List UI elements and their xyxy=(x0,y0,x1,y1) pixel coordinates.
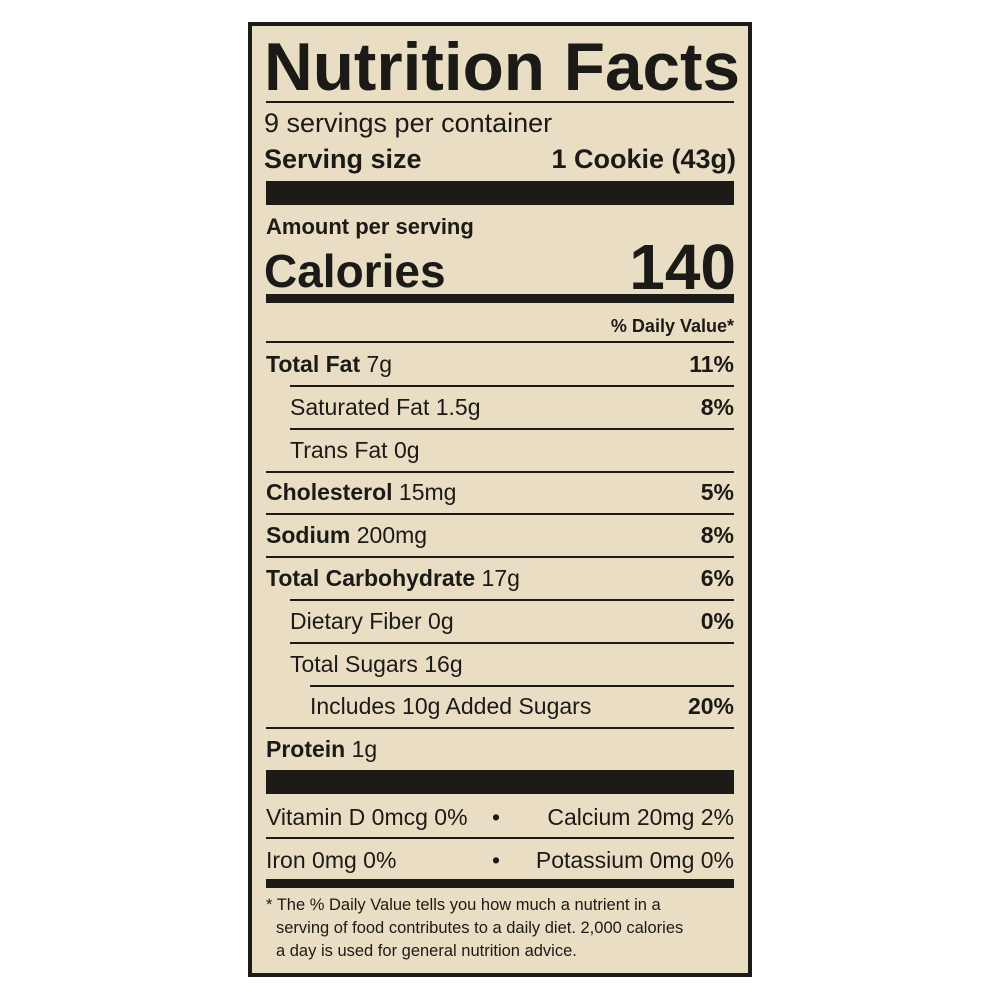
footnote-line: a day is used for general nutrition advi… xyxy=(276,942,577,960)
nutrient-label: Sodium 200mg xyxy=(266,514,427,556)
bullet: • xyxy=(492,847,501,873)
nutrient-amount: 1.5g xyxy=(435,393,481,420)
thick-divider xyxy=(266,770,734,794)
divider xyxy=(266,556,734,559)
nutrient-label: Total Carbohydrate 17g xyxy=(266,557,520,599)
nutrient-amount: 1g xyxy=(351,736,378,763)
daily-value: 5% xyxy=(700,479,734,506)
potassium: Potassium 0mg 0% xyxy=(535,847,734,873)
nutrient-name: Dietary Fiber xyxy=(290,607,422,634)
nutrient-name: Trans Fat xyxy=(290,436,388,463)
nutrient-amount: 0g xyxy=(393,436,420,463)
vitamin-d: Vitamin D 0mcg 0% xyxy=(266,804,468,830)
vitamin-row: Iron 0mg 0% • Potassium 0mg 0% xyxy=(266,839,734,881)
nutrient-amount: 16g xyxy=(424,650,463,677)
daily-value: 20% xyxy=(687,693,734,720)
calories-label: Calories xyxy=(264,245,446,297)
nutrient-amount: 17g xyxy=(481,565,520,591)
calories-value: 140 xyxy=(629,231,736,303)
nutrient-amount: 0g xyxy=(428,607,454,634)
divider xyxy=(266,101,734,103)
nutrition-facts-label: Nutrition Facts 9 servings per container… xyxy=(248,22,752,977)
nutrient-amount: 15mg xyxy=(398,479,457,506)
nutrient-row: Protein 1g xyxy=(266,728,734,770)
nutrient-label: Total Fat 7g xyxy=(266,343,392,385)
calcium: Calcium 20mg 2% xyxy=(547,804,734,830)
nutrient-row: Saturated Fat 1.5g 8% xyxy=(266,386,734,428)
nutrient-label: Includes 10g Added Sugars xyxy=(310,685,591,727)
footnote-line: serving of food contributes to a daily d… xyxy=(276,919,684,937)
daily-value: 8% xyxy=(700,522,734,549)
daily-value: 6% xyxy=(700,565,734,591)
nutrient-amount: 7g xyxy=(366,351,393,377)
divider xyxy=(290,641,734,644)
footnote: * The % Daily Value tells you how much a… xyxy=(266,894,683,963)
divider xyxy=(290,427,734,430)
nutrient-row: Total Sugars 16g xyxy=(266,643,734,685)
nutrient-amount: 200mg xyxy=(356,522,428,549)
nutrient-name: Total Sugars xyxy=(290,650,418,677)
divider xyxy=(310,684,734,687)
nutrient-name: Cholesterol xyxy=(266,479,393,506)
nutrient-name: Protein xyxy=(266,736,346,763)
nutrient-name: Total Carbohydrate xyxy=(266,565,476,591)
nutrient-label: Cholesterol 15mg xyxy=(266,471,456,513)
daily-value-header: % Daily Value* xyxy=(610,316,734,336)
nutrient-row: Includes 10g Added Sugars 20% xyxy=(266,685,734,727)
nutrient-label: Saturated Fat 1.5g xyxy=(290,386,481,428)
divider xyxy=(290,385,734,387)
vitamin-row: Vitamin D 0mcg 0% • Calcium 20mg 2% xyxy=(266,796,734,838)
nutrient-row: Total Fat 7g 11% xyxy=(266,343,734,385)
title-text: Nutrition Facts xyxy=(264,29,740,105)
nutrient-label: Protein 1g xyxy=(266,728,377,770)
divider xyxy=(290,599,734,601)
nutrient-row: Cholesterol 15mg 5% xyxy=(266,471,734,513)
iron: Iron 0mg 0% xyxy=(266,847,397,873)
daily-value: 0% xyxy=(700,607,734,634)
nutrient-row: Trans Fat 0g xyxy=(266,429,734,471)
nutrient-name: Total Fat xyxy=(266,351,361,377)
thick-divider xyxy=(266,181,734,205)
divider xyxy=(266,513,734,516)
nutrient-row: Total Carbohydrate 17g 6% xyxy=(266,557,734,599)
nutrient-label: Trans Fat 0g xyxy=(290,429,420,471)
nutrient-row: Sodium 200mg 8% xyxy=(266,514,734,556)
footnote-line: * The % Daily Value tells you how much a… xyxy=(266,896,661,914)
bullet: • xyxy=(492,804,501,830)
nutrient-name: Saturated Fat xyxy=(290,393,430,420)
divider xyxy=(266,837,734,839)
nutrient-label: Total Sugars 16g xyxy=(290,643,463,685)
nutrient-name: Includes 10g Added Sugars xyxy=(310,693,592,720)
medium-divider xyxy=(266,294,734,303)
daily-value: 8% xyxy=(700,393,734,420)
nutrient-label: Dietary Fiber 0g xyxy=(290,600,454,642)
nutrient-name: Sodium xyxy=(266,522,351,549)
divider xyxy=(266,470,734,473)
daily-value: 11% xyxy=(689,351,734,377)
amount-per-serving: Amount per serving xyxy=(266,214,474,239)
nutrient-row: Dietary Fiber 0g 0% xyxy=(266,600,734,642)
servings-per-container: 9 servings per container xyxy=(264,108,553,138)
medium-divider xyxy=(266,879,734,888)
serving-size-value: 1 Cookie (43g) xyxy=(551,144,736,174)
divider xyxy=(266,341,734,343)
divider xyxy=(266,727,734,730)
title: Nutrition Facts xyxy=(264,32,744,102)
serving-size-label: Serving size xyxy=(264,144,422,174)
